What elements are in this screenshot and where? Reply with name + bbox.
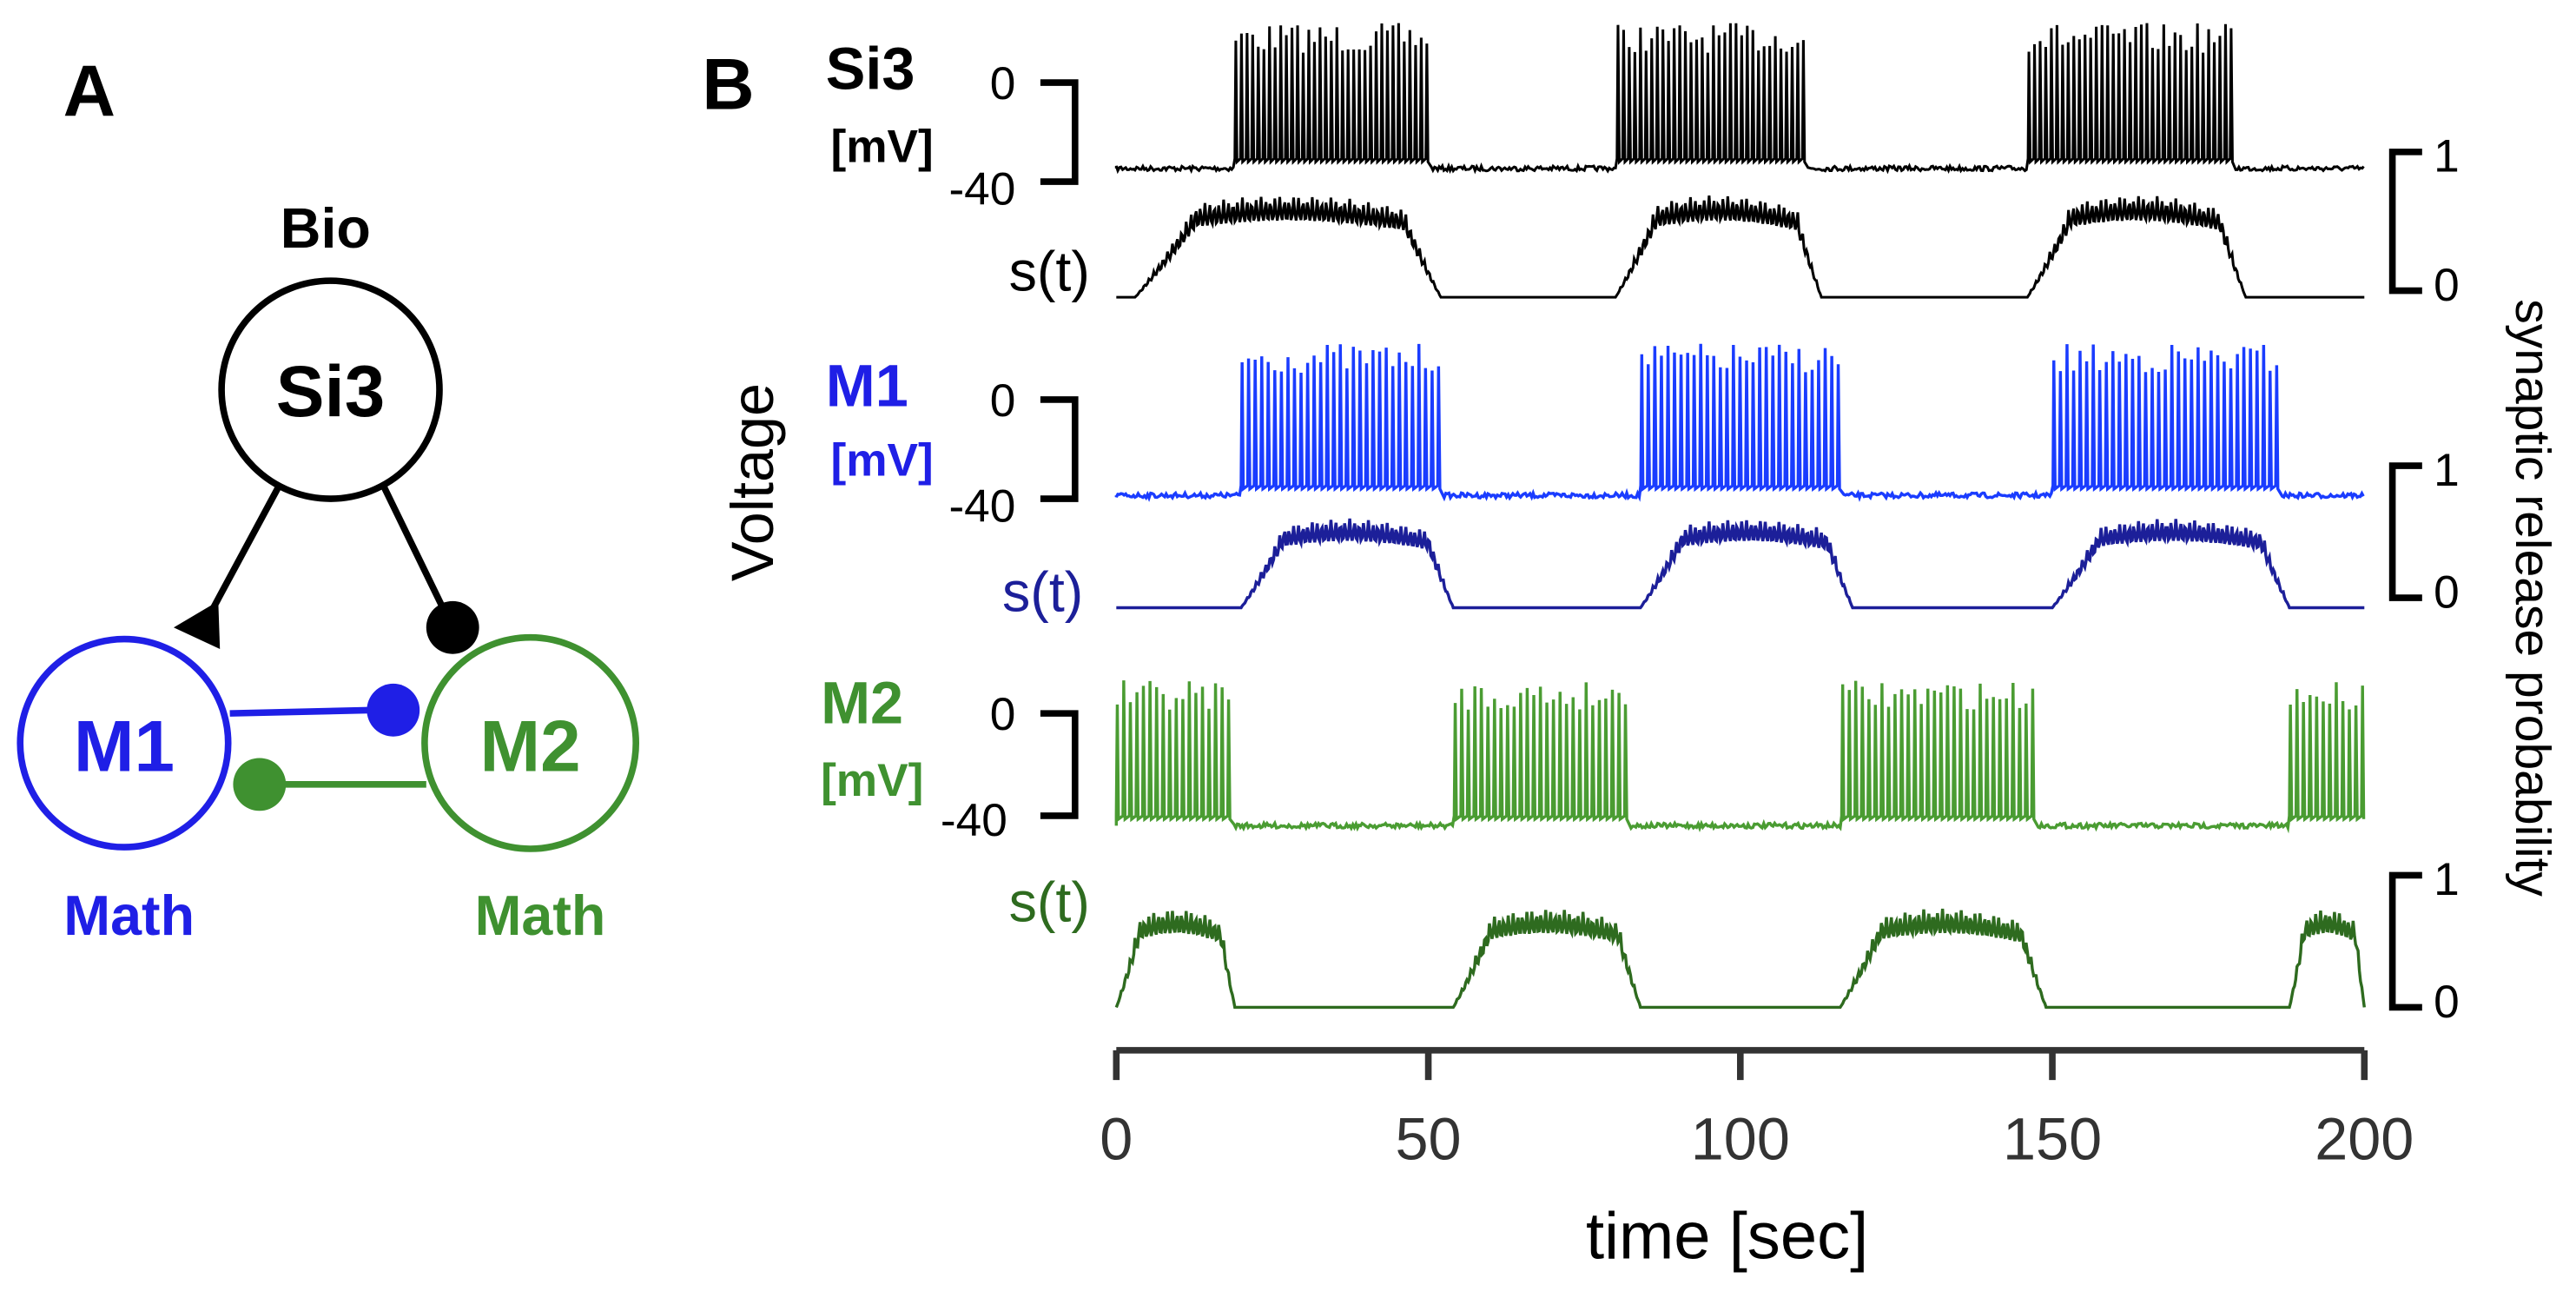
m1-v-tick-top: 0 xyxy=(990,375,1016,427)
m2-voltage-scale-bar xyxy=(1040,710,1079,819)
time-tick-label-0: 0 xyxy=(1100,1106,1133,1172)
m2-type-label: Math xyxy=(475,884,606,947)
m1-to-m2-terminal-icon xyxy=(367,683,420,737)
si3-to-m1-arrow-icon xyxy=(173,600,221,649)
m1-s-tick-top: 1 xyxy=(2434,445,2460,496)
m2-s-tick-top: 1 xyxy=(2434,854,2460,905)
si3-v-tick-bottom: -40 xyxy=(948,164,1015,215)
m2-s-tick-bottom: 0 xyxy=(2434,977,2460,1028)
si3-v-tick-top: 0 xyxy=(990,58,1016,109)
m1-voltage-scale-bar xyxy=(1040,396,1079,502)
panel-b: B Voltage synaptic release probability S… xyxy=(702,23,2560,1273)
si3-to-m2-line xyxy=(379,480,446,610)
si3-node-label: Si3 xyxy=(276,350,386,432)
si3-voltage-scale-bar xyxy=(1040,79,1079,185)
si3-to-m2-terminal-icon xyxy=(426,600,479,654)
m1-node xyxy=(17,635,232,851)
m2-s-scale-bar xyxy=(2388,871,2422,1011)
m1-unit: [mV] xyxy=(830,434,933,486)
m1-trace-name: M1 xyxy=(826,354,908,420)
panel-a: A Bio Si3 M1 M2 Math Math xyxy=(17,50,639,947)
voltage-axis-label: Voltage xyxy=(720,383,786,581)
time-tick-label-100: 100 xyxy=(1691,1106,1790,1172)
si3-unit: [mV] xyxy=(830,121,933,172)
m1-type-label: Math xyxy=(63,884,195,947)
time-tick-label-50: 50 xyxy=(1396,1106,1462,1172)
m2-trace-name: M2 xyxy=(821,671,903,737)
si3-trace-name: Si3 xyxy=(826,36,915,103)
m2-v-tick-bottom: -40 xyxy=(941,795,1007,846)
m2-to-m1-terminal-icon xyxy=(233,758,287,811)
si3-s-scale-bar xyxy=(2388,149,2422,295)
si3-voltage-trace xyxy=(1114,23,2365,175)
synaptic-axis-label: synaptic release probability xyxy=(2505,299,2560,897)
si3-to-m1-line xyxy=(208,480,284,613)
m2-node xyxy=(421,633,639,852)
panel-a-letter: A xyxy=(63,50,116,131)
m2-voltage-trace xyxy=(1114,680,2366,834)
m1-s-tick-bottom: 0 xyxy=(2434,566,2460,618)
m2-node-label: M2 xyxy=(479,705,580,787)
m1-v-tick-bottom: -40 xyxy=(948,481,1015,533)
m1-voltage-trace xyxy=(1114,343,2365,502)
time-axis-label: time [sec] xyxy=(1586,1199,1868,1273)
panel-b-letter: B xyxy=(702,43,754,124)
m1-st-label: s(t) xyxy=(1002,560,1083,623)
m2-st-label: s(t) xyxy=(1009,871,1090,934)
time-tick-label-150: 150 xyxy=(2003,1106,2102,1172)
m2-v-tick-top: 0 xyxy=(990,689,1016,740)
time-tick-label-200: 200 xyxy=(2315,1106,2414,1172)
bio-label: Bio xyxy=(281,197,371,260)
m1-s-scale-bar xyxy=(2388,462,2422,601)
si3-node xyxy=(218,277,443,502)
si3-s-tick-bottom: 0 xyxy=(2434,260,2460,311)
time-axis: 0 50 100 150 200 xyxy=(1100,1047,2414,1172)
m1-st-trace xyxy=(1116,518,2365,610)
m2-st-trace xyxy=(1114,908,2366,1010)
si3-st-label: s(t) xyxy=(1009,241,1090,303)
si3-st-trace xyxy=(1116,195,2365,299)
m1-node-label: M1 xyxy=(74,705,175,787)
si3-s-tick-top: 1 xyxy=(2434,131,2460,182)
m2-unit: [mV] xyxy=(821,755,923,806)
m1-to-m2-line xyxy=(229,706,374,717)
